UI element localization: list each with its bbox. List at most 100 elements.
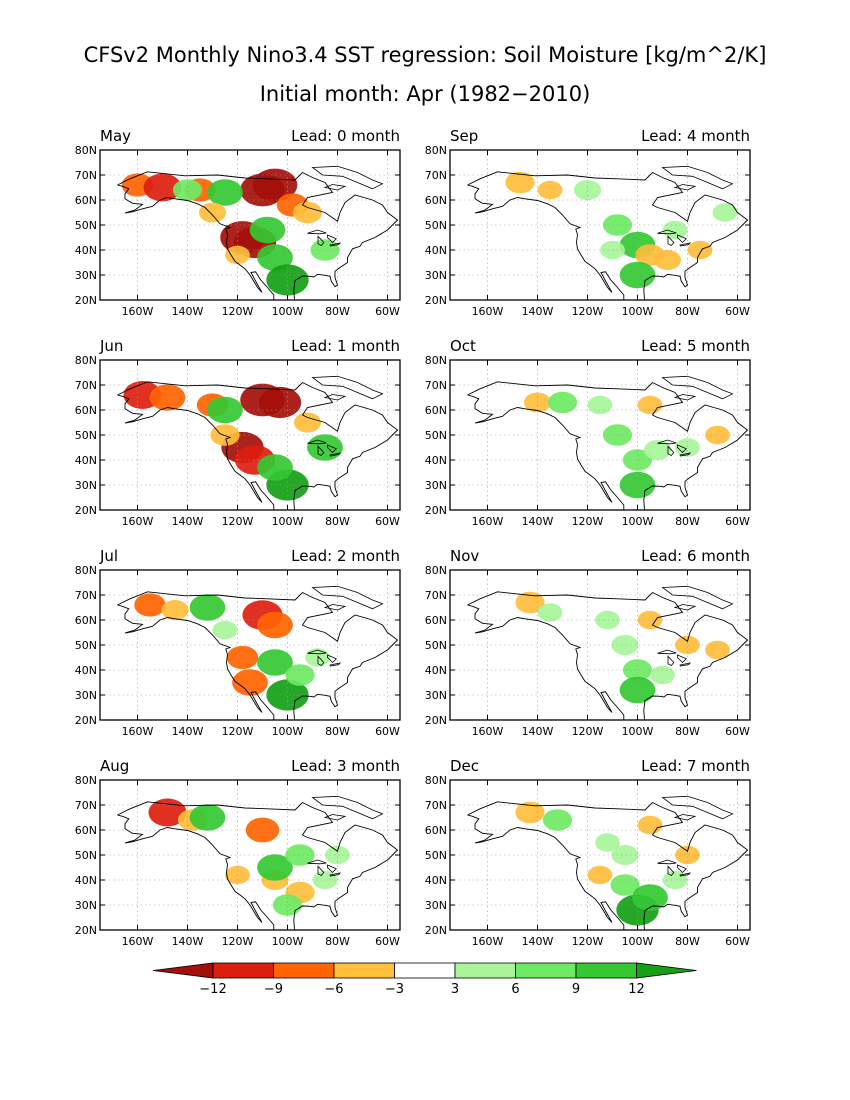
lat-tick-label: 40N bbox=[425, 454, 447, 467]
anomaly-patch bbox=[161, 600, 189, 620]
coastline bbox=[657, 859, 677, 865]
anomaly-patch bbox=[705, 640, 730, 660]
panel-month: Oct bbox=[450, 337, 476, 355]
anomaly-patch bbox=[610, 874, 640, 896]
map-panel-aug: 80N 70N 60N 50N 40N 30N 20N 160W 140W 120W 100W 80W… bbox=[75, 757, 401, 948]
lon-tick-label: 80W bbox=[675, 305, 700, 318]
panel-lead: Lead: 0 month bbox=[291, 127, 400, 145]
colorbar-label: −6 bbox=[324, 982, 343, 997]
map-panel-oct: 80N 70N 60N 50N 40N 30N 20N 160W 140W 120W 100W 80W… bbox=[425, 337, 751, 528]
map-panel-sep: 80N 70N 60N 50N 40N 30N 20N 160W 140W 120W 100W 80W… bbox=[425, 127, 751, 318]
coastline bbox=[307, 439, 327, 445]
lat-tick-label: 40N bbox=[75, 874, 97, 887]
anomaly-patch bbox=[705, 425, 730, 445]
anomaly-patch bbox=[285, 844, 315, 866]
coastline bbox=[657, 649, 677, 655]
lat-tick-label: 70N bbox=[425, 169, 447, 182]
panel-lead: Lead: 1 month bbox=[291, 337, 400, 355]
lon-tick-label: 140W bbox=[522, 515, 554, 528]
coastline bbox=[329, 452, 341, 457]
anomaly-patch bbox=[257, 611, 293, 639]
map-panel-dec: 80N 70N 60N 50N 40N 30N 20N 160W 140W 120W 100W 80W… bbox=[425, 757, 751, 948]
coastline bbox=[327, 444, 338, 454]
coastline bbox=[307, 859, 327, 865]
lon-tick-label: 60W bbox=[725, 935, 750, 948]
anomaly-patch bbox=[266, 679, 309, 711]
anomaly-patch bbox=[611, 845, 639, 865]
coastline bbox=[661, 165, 734, 190]
map-panel-jun: 80N 70N 60N 50N 40N 30N 20N 160W 140W 120W 100W 80W… bbox=[75, 337, 401, 528]
anomaly-patch bbox=[505, 171, 535, 194]
coastline bbox=[117, 171, 399, 300]
anomaly-patch bbox=[148, 798, 187, 827]
lon-tick-label: 80W bbox=[325, 305, 350, 318]
coastline bbox=[327, 234, 338, 244]
coastline bbox=[673, 814, 697, 821]
coastline bbox=[467, 814, 625, 930]
lon-tick-label: 160W bbox=[122, 935, 154, 948]
lat-tick-label: 40N bbox=[75, 664, 97, 677]
lat-tick-label: 50N bbox=[425, 219, 447, 232]
anomaly-patch bbox=[257, 244, 293, 271]
lat-tick-label: 80N bbox=[425, 564, 447, 577]
coastline bbox=[667, 865, 675, 877]
colorbar-segment bbox=[212, 962, 274, 979]
anomaly-patch bbox=[294, 412, 321, 433]
panels: 80N 70N 60N 50N 40N 30N 20N 160W 140W 120W 100W 80W… bbox=[75, 127, 751, 948]
anomaly-patch bbox=[307, 434, 343, 461]
anomaly-patch bbox=[595, 833, 620, 852]
panel-lead: Lead: 4 month bbox=[641, 127, 750, 145]
lon-tick-label: 120W bbox=[572, 515, 604, 528]
lat-tick-label: 30N bbox=[75, 899, 97, 912]
panel-month: Jul bbox=[99, 547, 118, 565]
coastline bbox=[323, 184, 347, 191]
lat-tick-label: 40N bbox=[425, 664, 447, 677]
lat-tick-label: 60N bbox=[425, 824, 447, 837]
coastline bbox=[677, 864, 688, 874]
lon-tick-label: 100W bbox=[272, 305, 304, 318]
coastline bbox=[317, 445, 325, 457]
panel-lead: Lead: 6 month bbox=[641, 547, 750, 565]
anomaly-patch bbox=[619, 261, 656, 289]
lat-tick-label: 20N bbox=[425, 714, 447, 727]
lon-tick-label: 80W bbox=[675, 515, 700, 528]
lon-tick-label: 60W bbox=[375, 305, 400, 318]
colorbar-label: 9 bbox=[572, 982, 580, 997]
coastline bbox=[327, 654, 338, 664]
colorbar-segment bbox=[333, 962, 395, 979]
anomaly-patch bbox=[257, 454, 293, 481]
coastline bbox=[323, 604, 347, 611]
panel-month: May bbox=[100, 127, 131, 145]
colorbar-low-arrow bbox=[152, 962, 214, 979]
lat-tick-label: 70N bbox=[425, 379, 447, 392]
anomaly-patch bbox=[189, 804, 226, 831]
anomaly-patch bbox=[654, 250, 681, 270]
coastline bbox=[667, 445, 675, 457]
anomaly-patch bbox=[258, 386, 302, 419]
colorbar-segment bbox=[273, 962, 335, 979]
lon-tick-label: 60W bbox=[725, 725, 750, 738]
coastline bbox=[679, 452, 691, 457]
anomaly-patch bbox=[547, 391, 578, 414]
anomaly-patch bbox=[662, 220, 688, 240]
coastline bbox=[117, 814, 275, 930]
anomaly-patch bbox=[252, 168, 298, 202]
anomaly-patch bbox=[212, 620, 238, 640]
anomaly-patch bbox=[637, 395, 663, 415]
coastline bbox=[323, 394, 347, 401]
figure-subtitle: Initial month: Apr (1982−2010) bbox=[260, 82, 591, 106]
anomaly-patch bbox=[619, 471, 656, 499]
anomaly-patch bbox=[189, 594, 226, 621]
lon-tick-label: 140W bbox=[172, 305, 204, 318]
colorbar-segment bbox=[515, 962, 577, 979]
anomaly-patch bbox=[619, 676, 656, 704]
anomaly-patch bbox=[232, 669, 268, 696]
panel-lead: Lead: 7 month bbox=[641, 757, 750, 775]
coastline bbox=[467, 184, 625, 300]
coastline bbox=[317, 235, 325, 247]
anomaly-patch bbox=[143, 173, 182, 202]
coastline bbox=[679, 662, 691, 667]
lat-tick-label: 60N bbox=[75, 194, 97, 207]
coastline bbox=[673, 394, 697, 401]
